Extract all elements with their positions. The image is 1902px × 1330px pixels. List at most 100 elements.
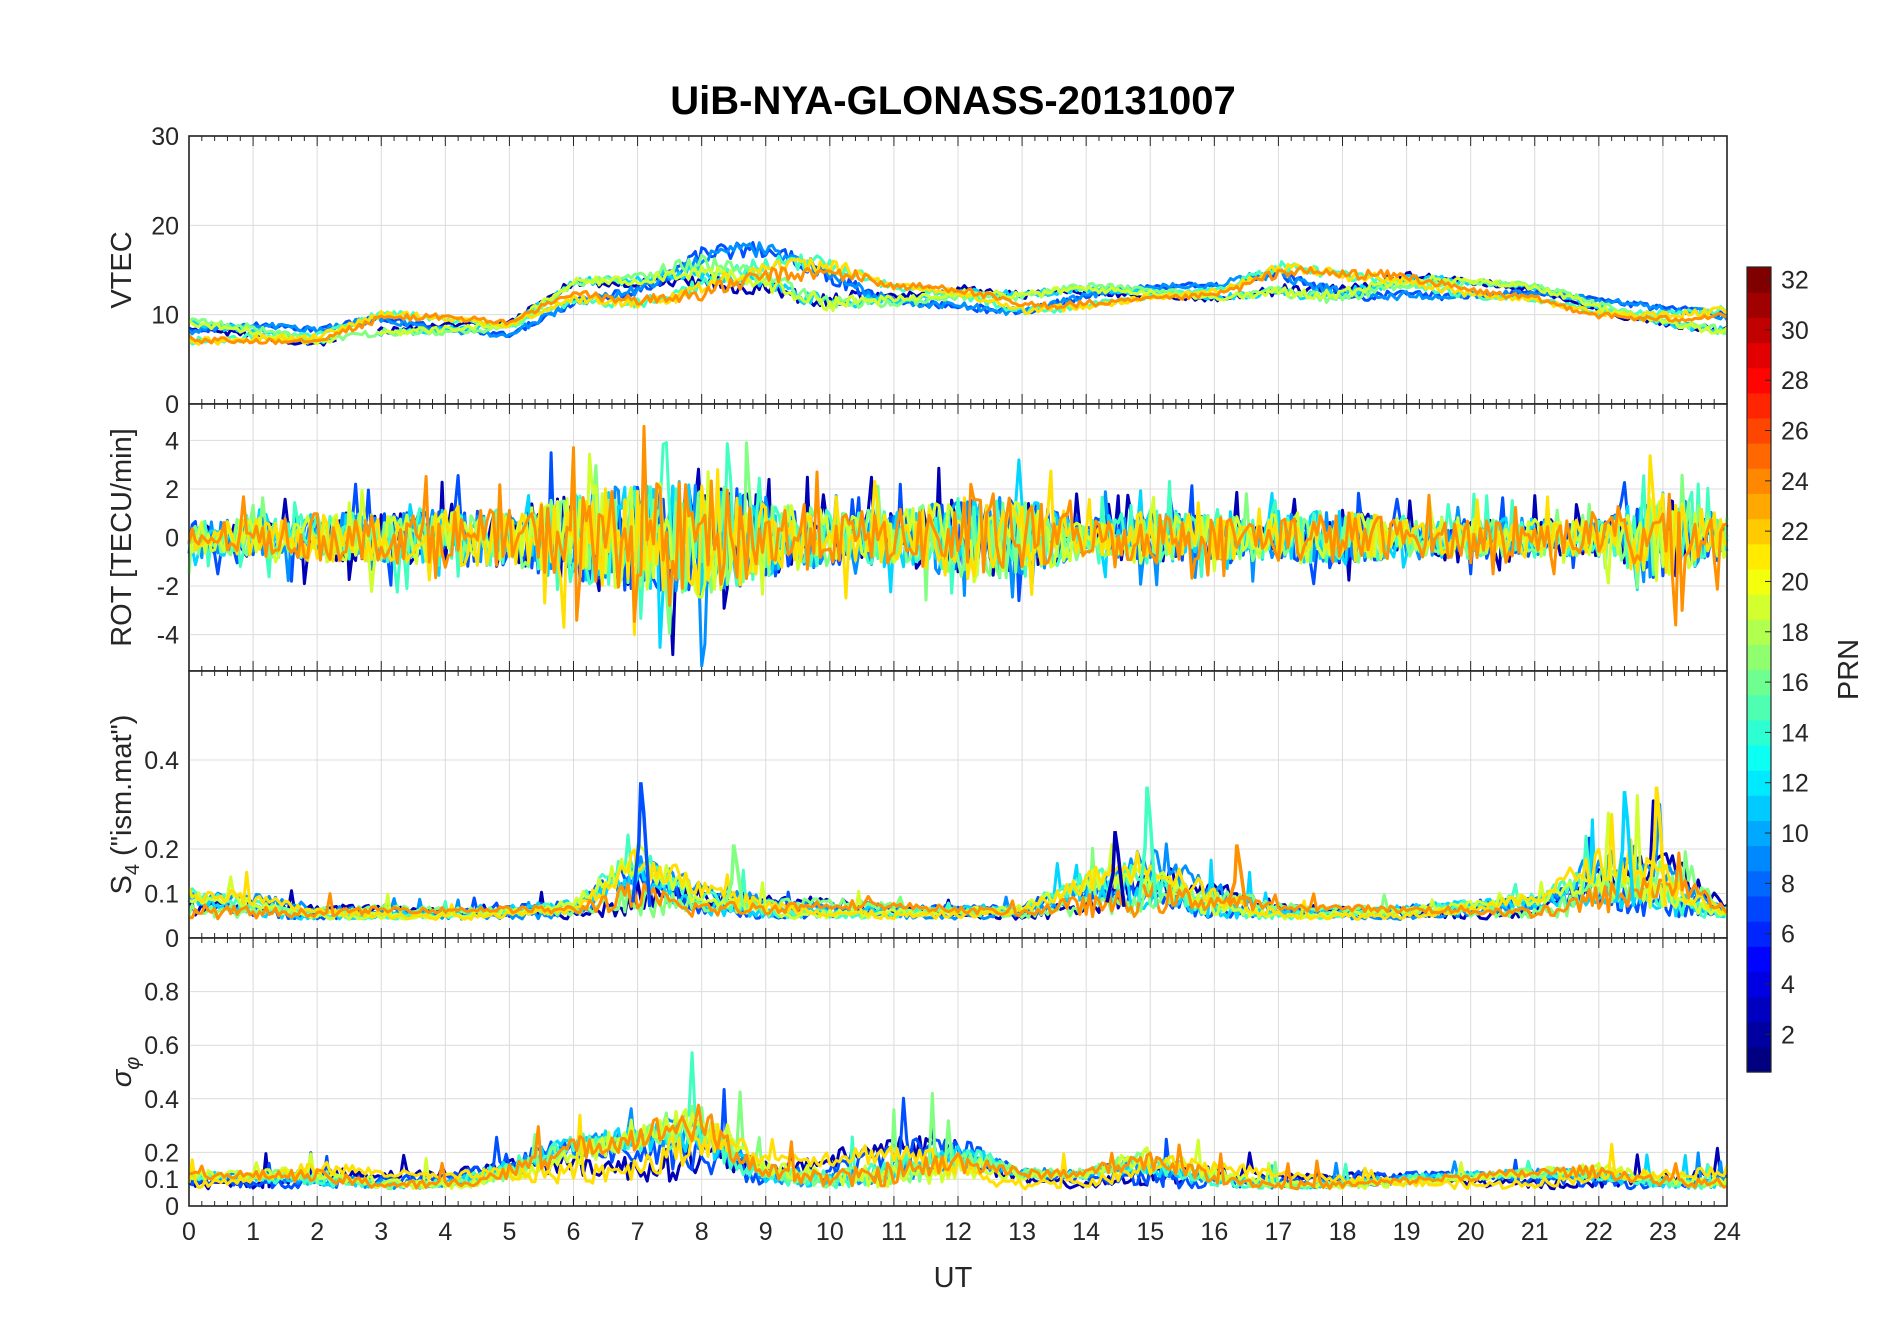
s4-spike [631,782,652,907]
colorbar-frame [1746,266,1772,1073]
colorbar-tick-label: 24 [1781,468,1809,496]
x-tick-label: 17 [1265,1218,1293,1246]
panel-4: 00.10.2 0.4 0.6 0.8 σφ [106,937,1729,1221]
x-tick-label: 21 [1521,1218,1549,1246]
colorbar-segment [1747,493,1771,520]
x-tick-label: 22 [1585,1218,1613,1246]
x-tick-label: 3 [374,1218,388,1246]
x-tick-label: 7 [631,1218,645,1246]
y-tick-label: -4 [157,622,179,650]
colorbar-segment [1747,543,1771,570]
panel-border [188,937,1728,1207]
y-tick-label: 0.1 [144,881,179,909]
x-tick-label: 24 [1713,1218,1741,1246]
y-tick-label: 2 [165,476,179,504]
s4-spike [1105,830,1126,908]
y-tick-label: 0 [165,525,179,553]
colorbar-segment [1747,845,1771,872]
colorbar-label: PRN [1833,639,1865,700]
colorbar-tick-label: 16 [1781,669,1809,697]
colorbar-tick-label: 20 [1781,568,1809,596]
colorbar-tick-label: 26 [1781,418,1809,446]
chart-title: UiB-NYA-GLONASS-20131007 [670,79,1235,123]
panel-2: -4 -2 0 2 4 ROT [TECU/min] [106,403,1729,672]
x-tick-label: 6 [567,1218,581,1246]
colorbar-tick-label: 18 [1781,619,1809,647]
y-tick-label: 0.8 [144,979,179,1007]
colorbar-segment [1747,1046,1771,1073]
y-tick-label: 0 [165,391,179,419]
x-tick-label: 15 [1136,1218,1164,1246]
colorbar-segment [1747,342,1771,369]
y-axis-label: S4 ("ism.mat") [106,715,144,895]
colorbar-tick-label: 30 [1781,317,1809,345]
y-tick-label: 0.4 [144,747,179,775]
x-tick-label: 5 [502,1218,516,1246]
x-tick-label: 0 [182,1218,196,1246]
y-tick-label: 30 [151,123,179,151]
colorbar-segment [1747,292,1771,318]
colorbar-tick-label: 6 [1781,921,1795,949]
colorbar-tick-label: 8 [1781,870,1795,898]
s4-spike [1227,844,1248,908]
x-tick-label: 9 [759,1218,773,1246]
x-tick-label: 8 [695,1218,709,1246]
prn-20-trace [187,812,1728,921]
y-axis-label: VTEC [106,231,138,308]
y-tick-label: 0.6 [144,1032,179,1060]
x-tick-label: 18 [1329,1218,1357,1246]
colorbar-segment [1747,895,1771,922]
colorbar-tick-label: 32 [1781,267,1809,295]
y-tick-label: 0.4 [144,1086,179,1114]
x-tick-label: 11 [881,1218,907,1246]
colorbar-tick-label: 12 [1781,770,1809,798]
y-tick-label: -2 [157,573,179,601]
x-axis-label: UT [934,1262,973,1294]
x-tick-label: 12 [944,1218,972,1246]
colorbar-tick-label: 14 [1781,719,1809,747]
y-tick-label: 0 [165,1193,179,1221]
colorbar-tick-label: 22 [1781,518,1809,546]
x-tick-label: 4 [438,1218,452,1246]
y-axis-label: σφ [106,1057,144,1088]
colorbar-segment [1747,744,1771,771]
colorbar-tick-label: 10 [1781,820,1809,848]
prn-23-trace [187,424,1728,627]
s4-spike [1646,786,1668,907]
colorbar-tick-label: 2 [1781,1021,1795,1049]
x-tick-label: 2 [310,1218,324,1246]
prn-23-trace [188,1103,1728,1191]
x-tick-label: 19 [1393,1218,1421,1246]
y-axis-label: ROT [TECU/min] [106,428,138,647]
y-tick-label: 0 [165,925,179,953]
x-tick-label: 1 [246,1218,260,1246]
prn-23-trace [187,265,1728,346]
prn-23-trace [188,851,1729,921]
y-tick-label: 4 [165,427,179,455]
y-tick-label: 0.1 [144,1166,179,1194]
colorbar-tick-label: 4 [1781,971,1795,999]
prn-20-trace [188,257,1729,346]
colorbar-segment [1747,594,1771,620]
colorbar-segment [1747,795,1771,822]
colorbar-segment [1747,996,1771,1023]
colorbar-segment [1747,644,1771,671]
colorbar-segment [1747,443,1771,469]
s4-spike [1614,790,1636,907]
y-tick-label: 0.2 [144,1139,179,1167]
colorbar-segment [1747,694,1771,721]
colorbar-segment [1747,946,1771,972]
x-tick-label: 13 [1008,1218,1036,1246]
s4-spike [1137,786,1158,907]
panel-1: 0 10 20 30 VTEC [106,123,1729,419]
x-tick-label: 23 [1649,1218,1677,1246]
x-tick-label: 16 [1200,1218,1228,1246]
s4-spike [724,844,745,908]
x-tick-label: 10 [816,1218,844,1246]
x-tick-label: 20 [1457,1218,1485,1246]
panel-3: 0 0.1 0.2 0.4S4 ("ism.mat") [106,670,1729,953]
y-tick-label: 20 [151,212,179,240]
